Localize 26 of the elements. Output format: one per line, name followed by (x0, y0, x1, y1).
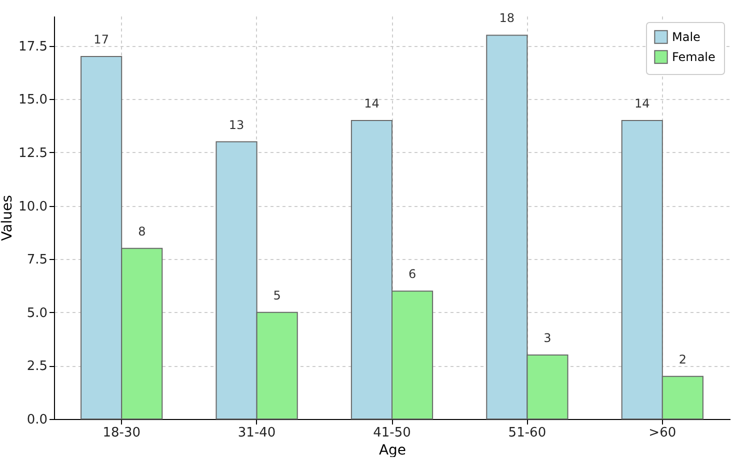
data-label: 6 (408, 267, 416, 282)
y-tick-label: 10.0 (18, 199, 48, 214)
data-label: 14 (364, 96, 380, 110)
legend-label: Female (672, 50, 716, 64)
x-tick-label: 41-50 (373, 426, 411, 440)
data-label: 13 (228, 118, 244, 132)
y-tick-label: 0.0 (26, 412, 48, 428)
y-tick-label: 17.5 (18, 39, 48, 54)
legend-label: Male (672, 30, 700, 44)
x-tick-label: 51-60 (508, 426, 546, 440)
y-tick-label: 5.0 (26, 306, 48, 321)
x-tick-label: >60 (648, 426, 676, 440)
x-tick-label: 31-40 (238, 426, 276, 440)
data-label: 3 (544, 331, 552, 346)
data-label: 8 (138, 224, 146, 238)
data-label: 2 (678, 352, 686, 366)
data-label: 14 (634, 96, 650, 110)
y-tick-label: 15.0 (18, 92, 48, 108)
y-tick-label: 12.5 (18, 146, 48, 161)
data-label: 18 (499, 11, 515, 26)
x-tick-label: 18-30 (102, 426, 140, 440)
data-label: 5 (273, 288, 281, 302)
data-label: 17 (94, 32, 109, 47)
y-axis-title: Values (0, 195, 16, 241)
y-tick-label: 2.5 (26, 359, 48, 374)
y-tick-label: 7.5 (26, 252, 48, 268)
